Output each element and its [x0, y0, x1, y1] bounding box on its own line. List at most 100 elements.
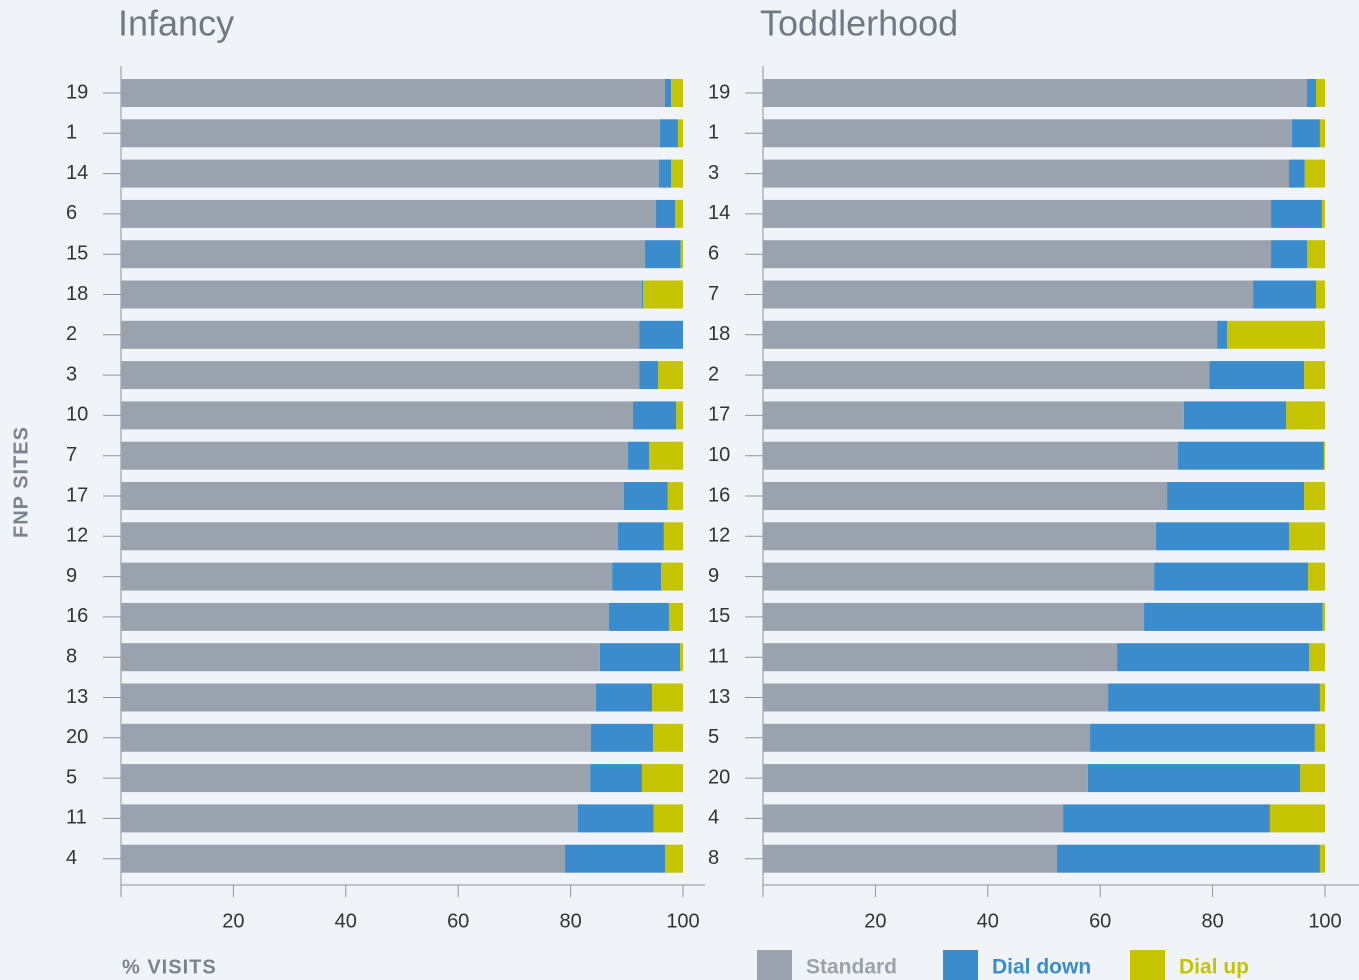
bar-segment: [668, 602, 683, 631]
bar-segment: [1322, 602, 1325, 631]
y-tick-label: 13: [708, 686, 730, 708]
x-tick-label: 40: [335, 910, 357, 932]
y-tick-label: 5: [66, 766, 77, 788]
bar-segment: [659, 119, 678, 148]
bar-segment: [665, 79, 672, 107]
y-tick-label: 6: [66, 202, 77, 224]
y-tick-label: 6: [708, 242, 719, 264]
bar-segment: [1177, 441, 1324, 470]
bar-segment: [121, 723, 591, 752]
bar-segment: [641, 764, 683, 793]
bar-segment: [121, 280, 642, 309]
bar-segment: [1289, 159, 1305, 188]
y-tick-label: 1: [66, 122, 77, 144]
bar-segment: [641, 280, 644, 309]
bar-segment: [763, 723, 1091, 752]
y-tick-label: 20: [708, 766, 730, 788]
bar-segment: [590, 723, 654, 752]
bar-segment: [121, 401, 633, 430]
y-tick-label: 3: [708, 162, 719, 184]
bar-segment: [1144, 602, 1323, 631]
bar-segment: [763, 764, 1088, 793]
bar-segment: [677, 119, 683, 148]
bar-segment: [643, 280, 683, 309]
bar-segment: [671, 159, 683, 188]
y-tick-label: 11: [66, 807, 87, 829]
bar-segment: [1271, 199, 1323, 228]
bar-segment: [121, 199, 657, 228]
bar-segment: [1319, 844, 1325, 873]
bar-segment: [763, 401, 1184, 430]
y-axis-label: FNP SITES: [10, 426, 32, 538]
y-tick-label: 12: [708, 525, 730, 547]
y-tick-label: 20: [66, 726, 88, 748]
bar-segment: [121, 159, 659, 188]
y-tick-label: 12: [66, 525, 88, 547]
bar-segment: [1304, 159, 1325, 188]
bar-segment: [1323, 441, 1325, 470]
x-tick-label: 20: [864, 910, 886, 932]
legend-label: Standard: [806, 956, 897, 979]
bar-segment: [1154, 562, 1309, 591]
bar-segment: [1087, 764, 1301, 793]
bar-segment: [1183, 401, 1287, 430]
bar-segment: [1304, 482, 1325, 510]
x-tick-label: 100: [1308, 910, 1341, 932]
bar-segment: [763, 683, 1109, 712]
y-tick-label: 14: [708, 202, 730, 224]
bar-segment: [121, 441, 628, 470]
bar-segment: [639, 320, 683, 349]
bar-segment: [663, 522, 683, 551]
bar-segment: [665, 844, 683, 873]
y-tick-label: 5: [708, 726, 719, 748]
y-tick-label: 19: [708, 81, 730, 103]
y-tick-label: 10: [708, 444, 730, 466]
bar-segment: [653, 723, 683, 752]
bar-segment: [763, 482, 1168, 510]
bar-segment: [676, 401, 683, 430]
y-tick-label: 8: [66, 645, 77, 667]
bar-segment: [1253, 280, 1317, 309]
y-tick-label: 17: [66, 484, 88, 506]
y-tick-label: 9: [66, 565, 77, 587]
y-tick-label: 17: [708, 404, 730, 426]
bar-segment: [763, 280, 1254, 309]
bar-segment: [652, 683, 683, 712]
bar-segment: [763, 199, 1272, 228]
x-axis-label: % VISITS: [122, 956, 217, 978]
bar-segment: [121, 804, 578, 833]
bar-segment: [608, 602, 669, 631]
bar-segment: [623, 482, 668, 510]
bar-segment: [1108, 683, 1320, 712]
bar-segment: [1289, 522, 1325, 551]
bar-segment: [763, 602, 1145, 631]
bar-segment: [121, 764, 591, 793]
y-tick-label: 10: [66, 404, 88, 426]
bar-segment: [763, 159, 1290, 188]
bar-segment: [1308, 562, 1325, 591]
bar-segment: [763, 320, 1218, 349]
legend-swatch: [943, 950, 978, 980]
bar-segment: [564, 844, 666, 873]
panel-title: Toddlerhood: [760, 3, 958, 44]
bar-segment: [632, 401, 677, 430]
bar-segment: [1307, 240, 1325, 269]
bar-segment: [1167, 482, 1305, 510]
bar-segment: [1319, 119, 1325, 148]
bar-segment: [627, 441, 650, 470]
bar-segment: [121, 522, 618, 551]
legend-swatch: [1130, 950, 1165, 980]
bar-segment: [763, 119, 1292, 148]
bar-segment: [763, 361, 1210, 390]
bar-segment: [639, 361, 659, 390]
y-tick-label: 16: [66, 605, 88, 627]
bar-segment: [1056, 844, 1320, 873]
y-tick-label: 4: [708, 807, 719, 829]
bar-segment: [1304, 361, 1325, 390]
bar-segment: [121, 562, 613, 591]
bar-segment: [1316, 280, 1325, 309]
bar-segment: [1269, 804, 1325, 833]
y-tick-label: 1: [708, 122, 719, 144]
x-tick-label: 100: [666, 910, 699, 932]
y-tick-label: 15: [66, 242, 88, 264]
